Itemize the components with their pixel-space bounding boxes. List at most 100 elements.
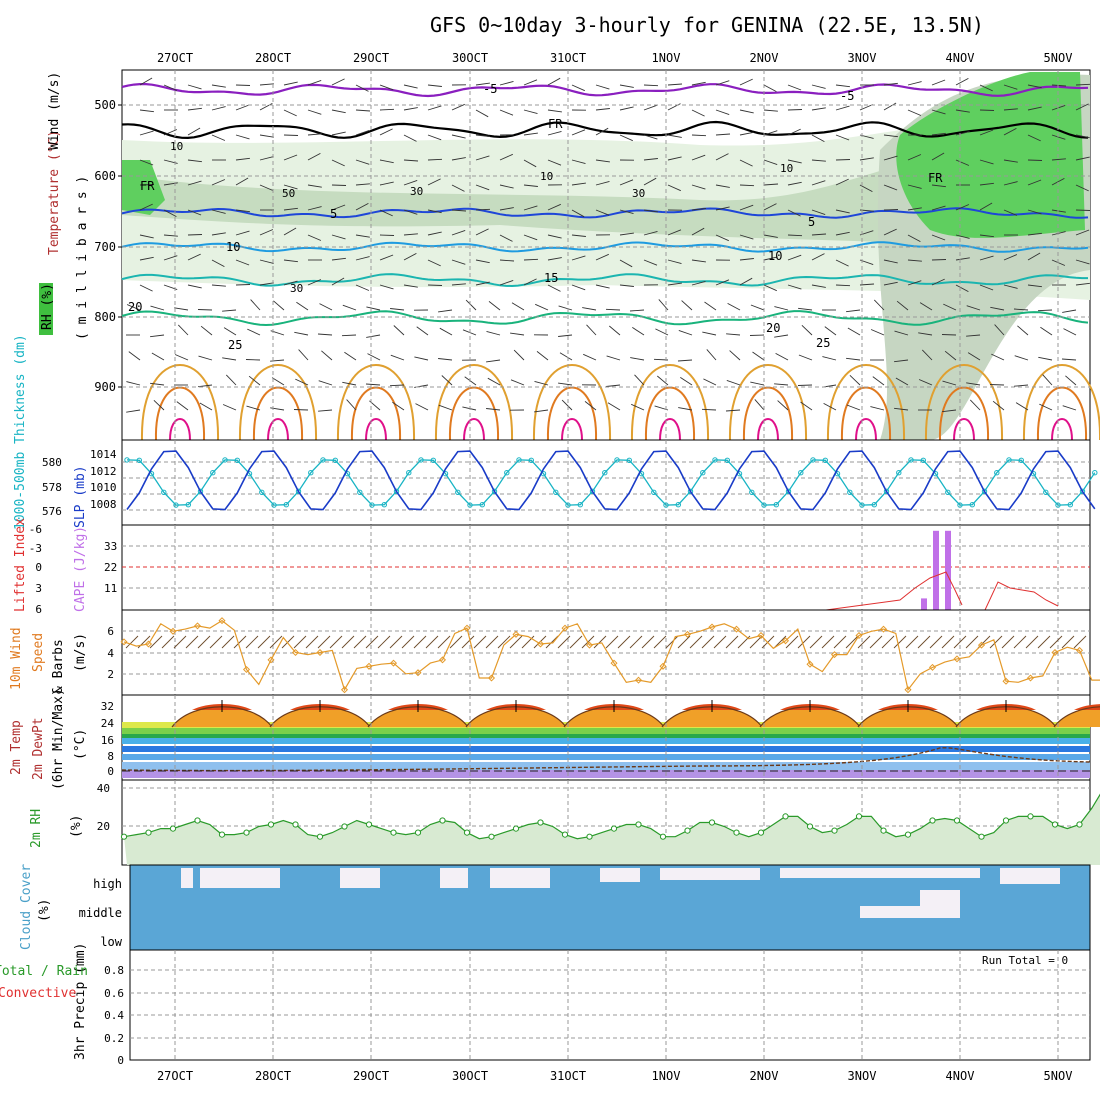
temperature-axis-label: Temperature (°C) bbox=[47, 130, 62, 255]
wind-barb bbox=[787, 254, 802, 261]
wind10m-barb bbox=[125, 635, 139, 649]
wind-barb bbox=[703, 378, 717, 386]
rh2m-point bbox=[733, 829, 740, 836]
wind10m-barb bbox=[149, 635, 163, 649]
wind-barb bbox=[247, 328, 261, 336]
wind-barb bbox=[427, 284, 443, 286]
wind-barb bbox=[667, 259, 682, 265]
wind-barb bbox=[187, 107, 202, 111]
wind-barb bbox=[1003, 284, 1018, 289]
bottom-date-axis: 27OCT 28OCT 29OCT 30OCT 31OCT 1NOV 2NOV 3NOV 4NO… bbox=[157, 1069, 1073, 1083]
rh2m-label: 2m RH bbox=[29, 809, 44, 848]
wind-barb bbox=[715, 109, 730, 116]
wind10m-speed-point bbox=[732, 625, 741, 633]
wind-barb bbox=[416, 326, 429, 336]
wind-barb bbox=[344, 351, 357, 361]
cloud-gap bbox=[660, 868, 760, 880]
wind-barb bbox=[296, 301, 309, 311]
wind-barb bbox=[787, 181, 802, 186]
wind10m-barb bbox=[377, 635, 391, 649]
wind-barb bbox=[619, 134, 633, 142]
wind-barb bbox=[1027, 179, 1042, 186]
wind-barb bbox=[643, 209, 658, 213]
wind10m-barb bbox=[161, 635, 175, 649]
wind-barb bbox=[367, 353, 381, 361]
thickness-point bbox=[602, 470, 608, 476]
cloud-gaps bbox=[181, 868, 1060, 918]
rh2m-point bbox=[145, 829, 152, 836]
wind-barb bbox=[318, 409, 333, 412]
wind-barb bbox=[1017, 325, 1029, 336]
wind-barb bbox=[379, 108, 395, 111]
wind-barb bbox=[835, 209, 850, 214]
wind-barb bbox=[475, 281, 490, 286]
precip-grid bbox=[130, 950, 1090, 1060]
wind-barb bbox=[1062, 405, 1077, 411]
top-date-axis: 27OCT 28OCT 29OCT 30OCT 31OCT 1NOV 2NOV 3NOV 4NO… bbox=[157, 51, 1073, 65]
temperature-unit: (°C) bbox=[73, 729, 88, 760]
wind-barb bbox=[441, 375, 453, 386]
wind-barb bbox=[750, 304, 765, 311]
contour-35c-arch bbox=[463, 418, 485, 441]
wind-barb bbox=[895, 377, 909, 386]
lifted-index-tick: 6 bbox=[35, 603, 42, 616]
temp-hump-warm bbox=[760, 706, 860, 727]
wind-barb bbox=[1027, 84, 1042, 89]
wind-barb bbox=[571, 129, 586, 136]
wind-barb bbox=[571, 284, 586, 291]
wind-barb bbox=[177, 324, 189, 336]
wind-barb bbox=[1051, 158, 1066, 161]
temperature-tick: 32 bbox=[101, 700, 114, 713]
contour-label: 10 bbox=[540, 170, 553, 183]
wind-barb bbox=[835, 159, 851, 161]
wind-barb bbox=[715, 279, 730, 286]
wind-barb bbox=[223, 327, 237, 336]
cloud-tick: middle bbox=[79, 906, 122, 920]
wind-barb bbox=[126, 409, 141, 413]
date-label-top: 29OCT bbox=[353, 51, 389, 65]
wind-barb bbox=[606, 384, 621, 387]
wind-barb bbox=[475, 155, 490, 161]
wind-barb bbox=[427, 178, 441, 186]
wind10m-speed-point bbox=[1002, 677, 1010, 685]
rh-band-mid bbox=[122, 130, 1090, 250]
wind-barb bbox=[547, 109, 562, 113]
wind-barb bbox=[846, 404, 861, 411]
wind-barb bbox=[187, 284, 202, 289]
contour-25c-arch bbox=[630, 364, 710, 441]
wind-barb bbox=[547, 159, 562, 166]
date-label-bottom: 28OCT bbox=[255, 1069, 291, 1083]
wind-barb bbox=[859, 104, 874, 111]
slp-tick: 1008 bbox=[90, 498, 117, 511]
upper-air-grid bbox=[122, 70, 1090, 440]
contour-35c-arch bbox=[267, 418, 289, 441]
wind10m-grid bbox=[122, 610, 1090, 695]
contour-25c-arch bbox=[1022, 364, 1100, 441]
wind-barb bbox=[355, 159, 370, 165]
wind-barb bbox=[619, 209, 634, 215]
wind-barb bbox=[798, 307, 813, 311]
wind-barb bbox=[342, 304, 357, 311]
wind-barb bbox=[1037, 309, 1053, 312]
wind-barb bbox=[931, 109, 946, 115]
wind-barb bbox=[1051, 231, 1066, 236]
thickness-point bbox=[553, 489, 559, 495]
wind-barb bbox=[1051, 178, 1065, 186]
lifted-index-line bbox=[825, 571, 963, 611]
wind-barb bbox=[907, 109, 922, 116]
wind-barb bbox=[750, 381, 765, 386]
contour-label: 10 bbox=[170, 140, 183, 153]
contour-25c-arch bbox=[238, 364, 318, 441]
wind-barb bbox=[811, 253, 825, 261]
wind10m-barb bbox=[869, 635, 883, 649]
wind10m-barb bbox=[629, 635, 643, 649]
rh2m-point bbox=[243, 829, 250, 836]
temperature-tick: 16 bbox=[101, 734, 114, 747]
temp-hump-warm bbox=[172, 706, 272, 727]
wind10m-barb bbox=[473, 635, 487, 649]
wind-barb bbox=[763, 203, 777, 211]
wind-barb bbox=[415, 403, 429, 411]
wind-barb bbox=[331, 184, 347, 186]
wind-barb bbox=[187, 209, 202, 216]
wind10m-barb bbox=[857, 635, 871, 649]
